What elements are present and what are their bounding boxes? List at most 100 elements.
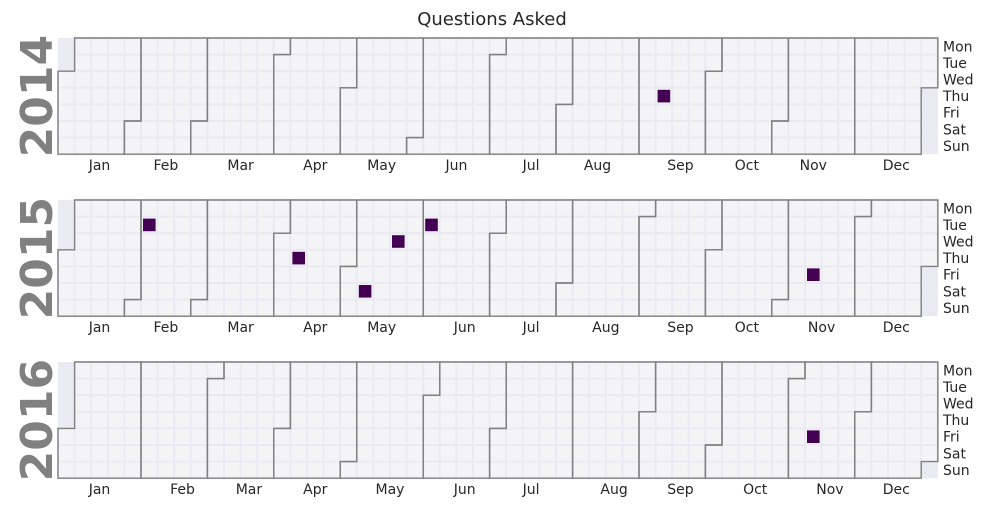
day-cell <box>223 298 242 318</box>
day-cell <box>289 37 308 56</box>
weekday-label: Fri <box>943 268 960 284</box>
day-cell <box>405 248 425 268</box>
day-cell <box>239 248 259 268</box>
day-cell <box>123 53 143 73</box>
day-cell <box>521 120 541 139</box>
day-cell <box>472 265 491 284</box>
day-cell <box>189 53 209 73</box>
day-cell <box>189 70 209 89</box>
day-cell <box>488 460 508 480</box>
day-cell <box>853 120 873 139</box>
day-cell <box>206 53 225 73</box>
day-cell <box>638 410 657 430</box>
day-cell <box>256 410 275 430</box>
day-cell <box>206 103 225 123</box>
day-cell <box>804 298 823 318</box>
day-cell <box>389 444 408 463</box>
day-cell <box>903 136 923 156</box>
day-cell <box>140 361 159 380</box>
day-cell <box>90 282 109 301</box>
day-cell <box>555 120 574 139</box>
day-cell <box>355 53 375 73</box>
day-cell <box>223 120 242 139</box>
day-cell <box>638 37 657 56</box>
day-cell <box>123 427 143 446</box>
day-cell <box>73 215 93 235</box>
day-cell <box>737 394 757 413</box>
day-cell <box>687 394 707 413</box>
month-outline <box>854 199 939 317</box>
day-cell <box>206 460 225 480</box>
day-cell <box>372 377 391 397</box>
day-cell <box>355 215 375 235</box>
day-cell <box>804 199 823 218</box>
day-cell <box>73 37 93 56</box>
day-cell <box>256 86 275 106</box>
day-cell <box>654 410 674 430</box>
day-cell <box>887 199 906 218</box>
day-cell <box>223 444 242 463</box>
day-cell <box>339 37 358 56</box>
day-cell <box>405 120 425 139</box>
day-cell <box>687 120 707 139</box>
day-cell <box>654 377 674 397</box>
day-cell <box>505 53 524 73</box>
month-label: Apr <box>303 482 327 498</box>
day-cell <box>870 248 890 268</box>
day-cell <box>488 232 508 251</box>
day-cell <box>853 410 873 430</box>
day-cell <box>820 298 840 318</box>
day-cell <box>488 410 508 430</box>
day-cell <box>754 444 773 463</box>
day-cell <box>488 103 508 123</box>
day-cell <box>903 265 923 284</box>
day-cell <box>903 361 923 380</box>
day-cell <box>853 377 873 397</box>
day-cell <box>355 103 375 123</box>
day-cell <box>389 460 408 480</box>
day-cell <box>754 460 773 480</box>
day-cell <box>405 377 425 397</box>
day-cell <box>140 120 159 139</box>
month-label: Aug <box>600 482 627 498</box>
day-cell <box>140 53 159 73</box>
day-cell <box>754 394 773 413</box>
day-cell <box>106 215 126 235</box>
day-cell <box>206 37 225 56</box>
day-cell <box>903 282 923 301</box>
day-cell <box>438 427 458 446</box>
event-marker <box>807 268 820 281</box>
day-cell <box>521 265 541 284</box>
day-cell <box>604 120 624 139</box>
day-cell <box>505 377 524 397</box>
day-cell <box>123 199 143 218</box>
day-cell <box>289 86 308 106</box>
day-cell <box>488 361 508 380</box>
day-cell <box>223 427 242 446</box>
day-cell <box>853 460 873 480</box>
day-cell <box>505 361 524 380</box>
day-cell <box>804 120 823 139</box>
day-cell <box>173 37 192 56</box>
day-cell <box>472 232 491 251</box>
day-cell <box>638 460 657 480</box>
day-cell <box>505 120 524 139</box>
day-cell <box>73 265 93 284</box>
day-cell <box>887 460 906 480</box>
day-cell <box>140 298 159 318</box>
day-cell <box>206 394 225 413</box>
day-cell <box>73 282 93 301</box>
day-cell <box>272 70 292 89</box>
day-cell <box>223 460 242 480</box>
day-cell <box>704 460 724 480</box>
day-cell <box>256 265 275 284</box>
day-cell <box>123 232 143 251</box>
weekday-label: Tue <box>942 56 967 72</box>
day-cell <box>372 232 391 251</box>
day-cell <box>920 37 939 56</box>
day-cell <box>322 410 342 430</box>
day-cell <box>438 70 458 89</box>
day-cell <box>339 394 358 413</box>
day-cell <box>870 53 890 73</box>
day-cell <box>920 361 939 380</box>
